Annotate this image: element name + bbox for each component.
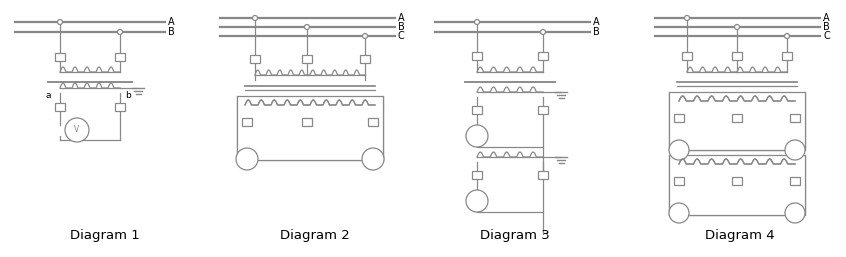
Circle shape	[784, 33, 789, 39]
Circle shape	[684, 15, 689, 21]
Bar	[472, 106, 482, 114]
Circle shape	[785, 140, 805, 160]
Bar	[55, 53, 65, 61]
Circle shape	[475, 20, 480, 24]
Bar	[538, 52, 548, 60]
Text: V: V	[74, 125, 80, 134]
Bar	[732, 52, 742, 60]
Bar	[669, 92, 805, 150]
Text: A: A	[593, 17, 600, 27]
Bar	[790, 177, 800, 185]
Bar	[368, 118, 378, 126]
Circle shape	[466, 125, 488, 147]
Bar	[472, 52, 482, 60]
Bar	[732, 114, 742, 122]
Bar	[115, 53, 125, 61]
Bar	[115, 103, 125, 111]
Text: Diagram 4: Diagram 4	[706, 228, 775, 242]
Bar	[682, 52, 692, 60]
Circle shape	[252, 15, 257, 21]
Text: b: b	[125, 90, 131, 99]
Bar	[302, 118, 312, 126]
Text: A: A	[168, 17, 174, 27]
Bar	[55, 103, 65, 111]
Text: B: B	[168, 27, 175, 37]
Bar	[669, 155, 805, 215]
Text: B: B	[593, 27, 600, 37]
Bar	[782, 52, 792, 60]
Text: A: A	[823, 13, 830, 23]
Text: B: B	[398, 22, 404, 32]
Bar	[360, 55, 370, 63]
Circle shape	[362, 148, 384, 170]
Bar	[674, 114, 684, 122]
Text: Diagram 1: Diagram 1	[70, 228, 140, 242]
Bar	[790, 114, 800, 122]
Bar	[302, 55, 312, 63]
Bar	[242, 118, 252, 126]
Bar	[732, 177, 742, 185]
Bar	[472, 171, 482, 179]
Circle shape	[669, 140, 689, 160]
Bar	[674, 177, 684, 185]
Text: C: C	[398, 31, 404, 41]
Circle shape	[734, 24, 739, 30]
Circle shape	[541, 30, 546, 34]
Circle shape	[65, 118, 89, 142]
Text: a: a	[45, 90, 51, 99]
Text: Diagram 2: Diagram 2	[280, 228, 350, 242]
Text: A: A	[398, 13, 404, 23]
Text: C: C	[823, 31, 830, 41]
Circle shape	[669, 203, 689, 223]
Bar	[250, 55, 260, 63]
Circle shape	[118, 30, 123, 34]
Circle shape	[236, 148, 258, 170]
Bar	[538, 106, 548, 114]
Circle shape	[466, 190, 488, 212]
Text: B: B	[823, 22, 830, 32]
Circle shape	[58, 20, 63, 24]
Bar	[538, 171, 548, 179]
Circle shape	[785, 203, 805, 223]
Circle shape	[362, 33, 367, 39]
Circle shape	[305, 24, 310, 30]
Bar	[237, 96, 383, 160]
Text: Diagram 3: Diagram 3	[481, 228, 550, 242]
